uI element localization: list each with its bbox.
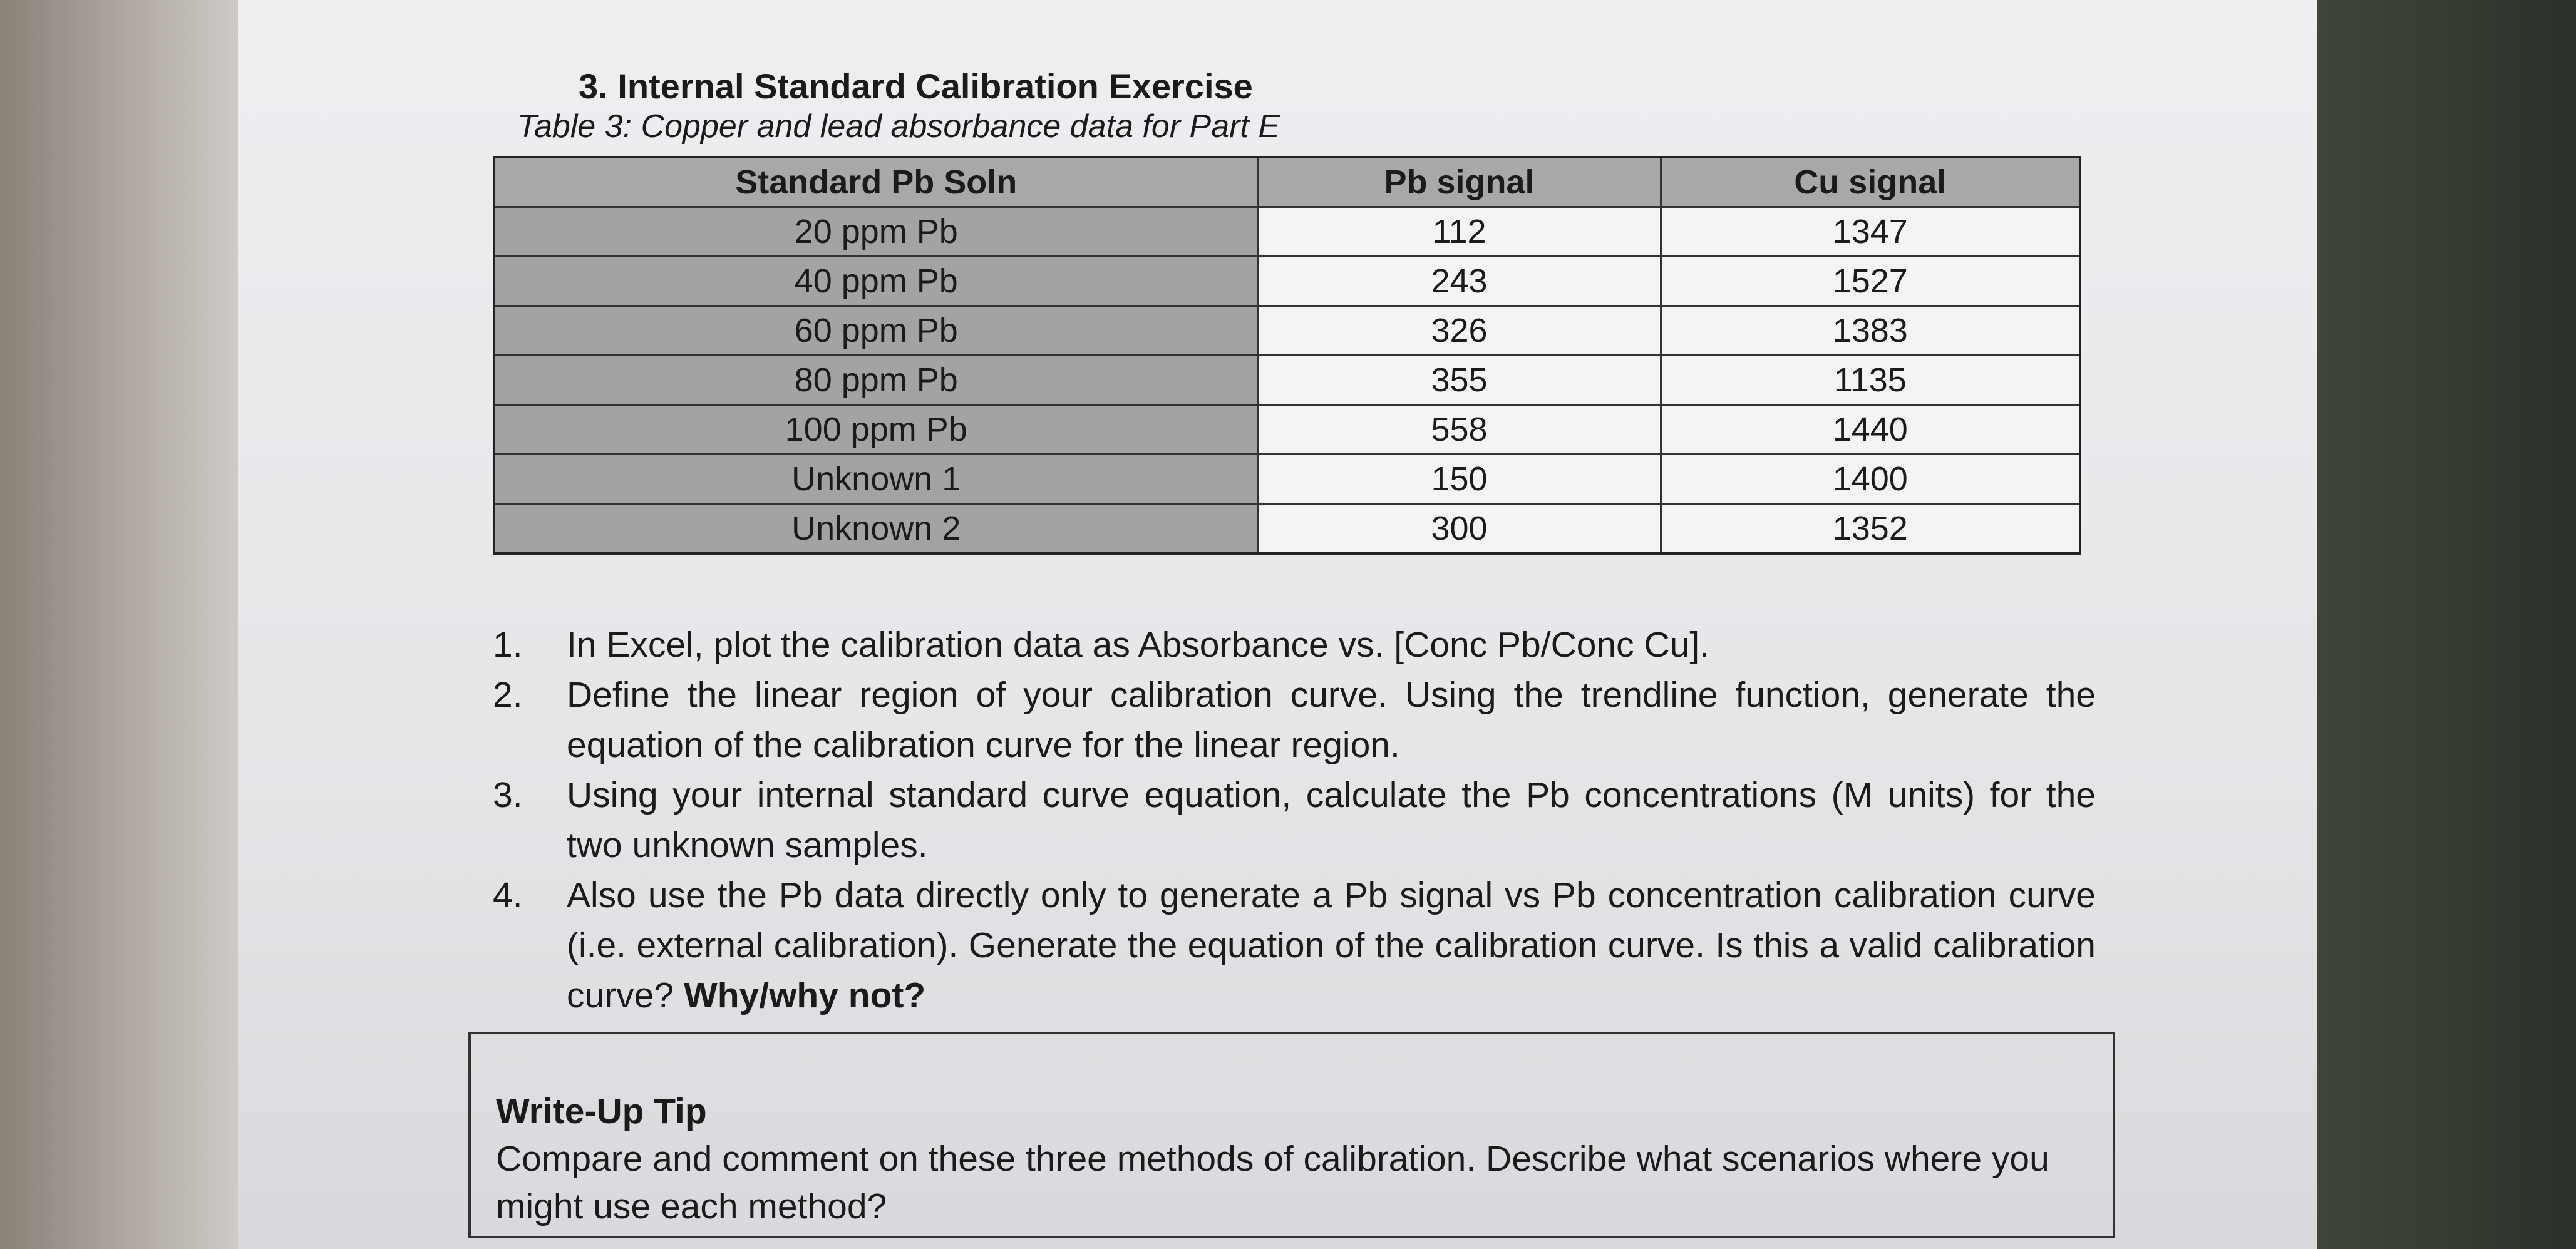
table-cell: 558 bbox=[1257, 404, 1662, 455]
question-number: 4. bbox=[493, 875, 523, 915]
table-row: 80 ppm Pb 355 1135 bbox=[493, 354, 2081, 406]
table-cell: 1527 bbox=[1659, 255, 2081, 307]
table-cell: 80 ppm Pb bbox=[493, 354, 1259, 406]
table-cell: 100 ppm Pb bbox=[493, 404, 1259, 455]
table-row: Unknown 1 150 1400 bbox=[493, 453, 2081, 505]
column-header: Pb signal bbox=[1257, 156, 1662, 208]
table-row: 20 ppm Pb 112 1347 bbox=[493, 206, 2081, 257]
table-row: Unknown 2 300 1352 bbox=[493, 503, 2081, 555]
table-caption: Table 3: Copper and lead absorbance data… bbox=[517, 108, 1280, 145]
header-row: Standard Pb Soln Pb signal Cu signal bbox=[493, 156, 2081, 208]
table-row: 40 ppm Pb 243 1527 bbox=[493, 255, 2081, 307]
question-text: Also use the Pb data directly only to ge… bbox=[567, 875, 2096, 1015]
table-cell: 1347 bbox=[1659, 206, 2081, 257]
question-text: In Excel, plot the calibration data as A… bbox=[567, 625, 1710, 665]
table-cell: 112 bbox=[1257, 206, 1662, 257]
table-cell: 1383 bbox=[1659, 305, 2081, 356]
table-cell: 1440 bbox=[1659, 404, 2081, 455]
column-header: Standard Pb Soln bbox=[493, 156, 1259, 208]
question-list: 1. In Excel, plot the calibration data as… bbox=[493, 620, 2096, 1020]
question-number: 2. bbox=[493, 675, 523, 715]
table-cell: 1352 bbox=[1659, 503, 2081, 555]
question-emphasis: Why/why not? bbox=[683, 975, 926, 1015]
table-cell: 300 bbox=[1257, 503, 1662, 555]
table-cell: 326 bbox=[1257, 305, 1662, 356]
question: 4. Also use the Pb data directly only to … bbox=[493, 870, 2096, 1020]
table-row: 60 ppm Pb 326 1383 bbox=[493, 305, 2081, 356]
data-table: Standard Pb Soln Pb signal Cu signal 20 pp… bbox=[493, 156, 2081, 555]
table-body: 20 ppm Pb 112 1347 40 ppm Pb 243 1527 60 ppm P… bbox=[493, 206, 2081, 555]
question-number: 1. bbox=[493, 625, 523, 665]
tip-title: Write-Up Tip bbox=[496, 1091, 707, 1131]
table-cell: 243 bbox=[1257, 255, 1662, 307]
tip-text: Compare and comment on these three metho… bbox=[496, 1139, 2049, 1226]
table-cell: 1400 bbox=[1659, 453, 2081, 505]
section-heading: 3. Internal Standard Calibration Exercis… bbox=[579, 66, 1253, 106]
table-cell: 1135 bbox=[1659, 354, 2081, 406]
table-cell: 150 bbox=[1257, 453, 1662, 505]
table-cell: Unknown 2 bbox=[493, 503, 1259, 555]
table-cell: 20 ppm Pb bbox=[493, 206, 1259, 257]
table-cell: 60 ppm Pb bbox=[493, 305, 1259, 356]
table-cell: 40 ppm Pb bbox=[493, 255, 1259, 307]
table-cell: Unknown 1 bbox=[493, 453, 1259, 505]
question-text: Define the linear region of your calibra… bbox=[567, 675, 2096, 765]
table-cell: 355 bbox=[1257, 354, 1662, 406]
column-header: Cu signal bbox=[1659, 156, 2081, 208]
write-up-tip: Write-Up Tip Compare and comment on thes… bbox=[468, 1032, 2115, 1238]
question: 2. Define the linear region of your calib… bbox=[493, 670, 2096, 770]
question: 3. Using your internal standard curve equ… bbox=[493, 770, 2096, 870]
question-number: 3. bbox=[493, 775, 523, 815]
question-text: Using your internal standard curve equat… bbox=[567, 775, 2096, 865]
question: 1. In Excel, plot the calibration data as… bbox=[493, 620, 2096, 670]
table-row: 100 ppm Pb 558 1440 bbox=[493, 404, 2081, 455]
